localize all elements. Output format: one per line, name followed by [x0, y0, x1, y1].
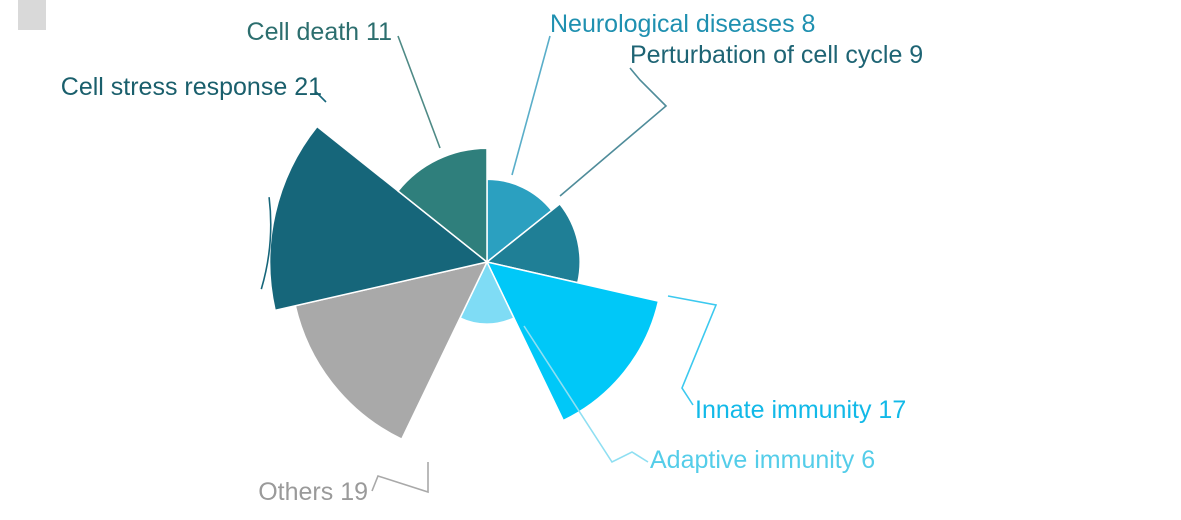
label-cell-death: Cell death 11: [247, 18, 392, 46]
label-adaptive-immunity: Adaptive immunity 6: [650, 446, 875, 474]
labels-group: Neurological diseases 8 Perturbation of c…: [61, 10, 923, 506]
label-innate-immunity: Innate immunity 17: [695, 396, 906, 424]
label-perturbation-of-cell-cycle: Perturbation of cell cycle 9: [630, 41, 923, 69]
corner-marker: [18, 0, 46, 30]
leader-cell-death: [397, 35, 441, 149]
slice-adaptive-immunity: [459, 260, 515, 325]
bracket-cell-stress-response: [260, 197, 272, 290]
slice-others: [294, 260, 489, 441]
leader-others: [371, 462, 429, 494]
leader-adaptive-immunity: [523, 325, 649, 464]
slices-group: [268, 125, 660, 441]
slice-cell-stress-response: [268, 125, 489, 312]
slice-perturbation-of-cell-cycle: [485, 202, 581, 284]
label-cell-stress-response: Cell stress response 21: [61, 73, 322, 101]
leader-innate-immunity: [667, 295, 718, 406]
leader-cell-stress-response: [315, 91, 327, 103]
slice-neurological-diseases: [486, 178, 553, 264]
label-neurological-diseases: Neurological diseases 8: [550, 10, 815, 38]
slice-innate-immunity: [485, 260, 660, 422]
label-others: Others 19: [258, 478, 368, 506]
leader-neurological-diseases: [511, 35, 551, 176]
slice-cell-death: [396, 147, 488, 264]
leader-perturbation-of-cell-cycle: [559, 67, 668, 197]
leader-lines-group: [260, 35, 718, 494]
